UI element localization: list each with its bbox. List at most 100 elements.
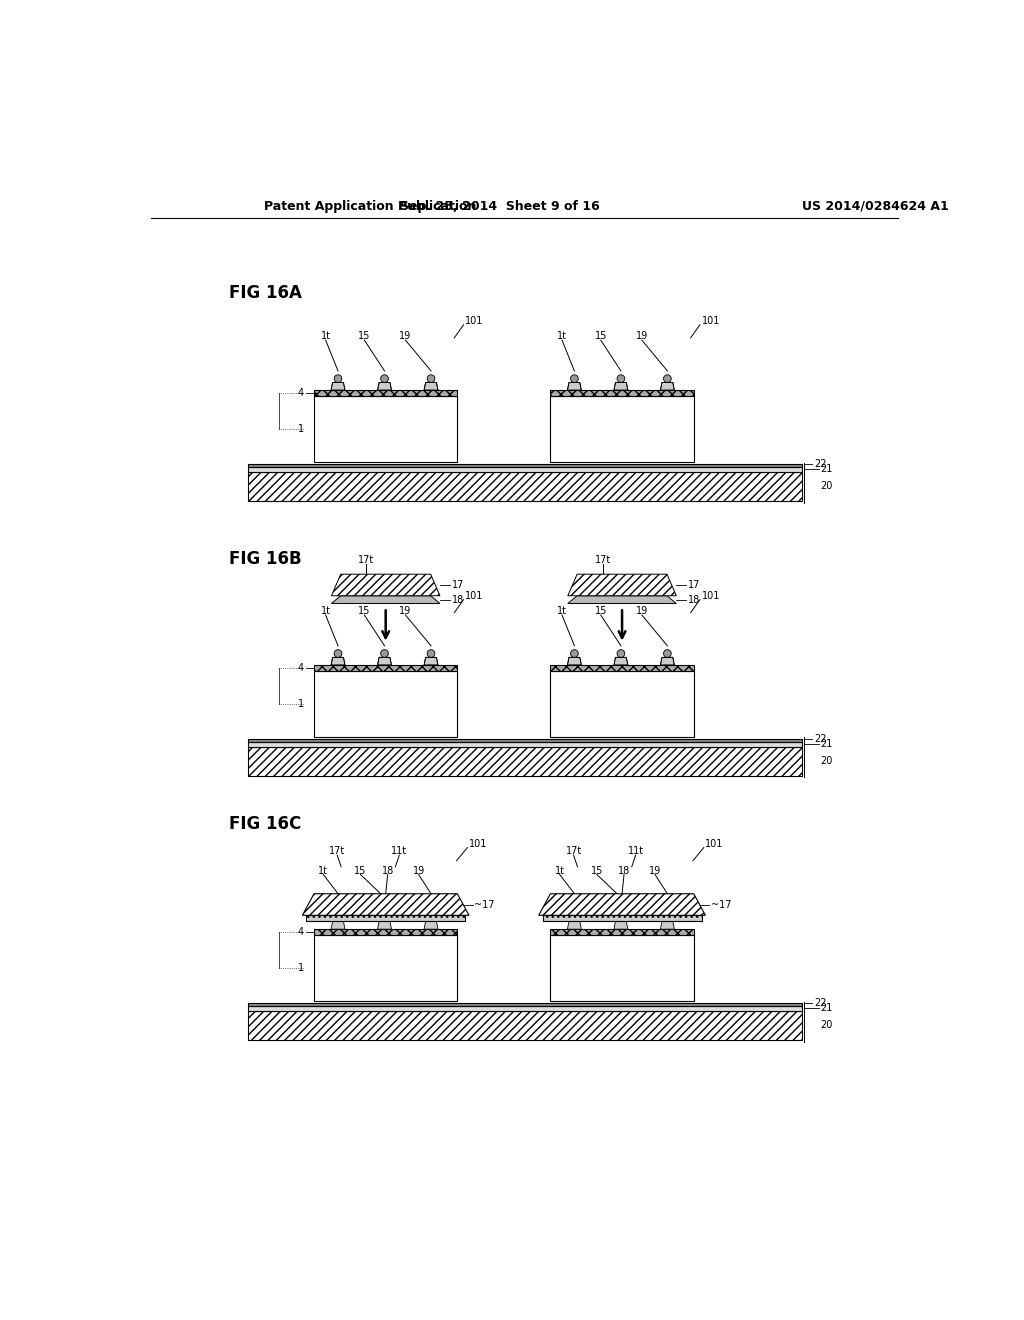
Polygon shape [378, 921, 391, 929]
Text: FIG 16B: FIG 16B [228, 550, 301, 568]
Text: 15: 15 [595, 331, 607, 342]
Bar [543, 915, 701, 921]
Text: 19: 19 [636, 606, 648, 616]
Circle shape [427, 375, 435, 383]
Bar [314, 671, 458, 737]
Text: 101: 101 [706, 838, 724, 849]
Text: 20: 20 [820, 1020, 833, 1031]
Bar [550, 671, 693, 737]
Text: 1t: 1t [557, 331, 567, 342]
Bar [314, 929, 458, 936]
Text: 19: 19 [399, 606, 412, 616]
Circle shape [427, 649, 435, 657]
Polygon shape [567, 657, 582, 665]
Polygon shape [424, 657, 438, 665]
Polygon shape [660, 383, 675, 391]
Bar [550, 665, 693, 671]
Text: 4: 4 [298, 663, 304, 673]
Polygon shape [378, 657, 391, 665]
Text: 11t: 11t [391, 846, 408, 857]
Polygon shape [332, 574, 440, 595]
Text: ~17: ~17 [711, 899, 731, 909]
Text: 15: 15 [591, 866, 603, 875]
Polygon shape [331, 657, 345, 665]
Text: US 2014/0284624 A1: US 2014/0284624 A1 [802, 199, 949, 213]
Bar [550, 391, 693, 396]
Polygon shape [568, 574, 676, 595]
Text: Sep. 25, 2014  Sheet 9 of 16: Sep. 25, 2014 Sheet 9 of 16 [400, 199, 600, 213]
Text: 20: 20 [820, 756, 833, 767]
Polygon shape [614, 383, 628, 391]
Bar [248, 465, 802, 467]
Text: 18: 18 [382, 866, 394, 875]
Polygon shape [302, 894, 469, 915]
Bar [248, 1003, 802, 1006]
Text: 20: 20 [820, 482, 833, 491]
Polygon shape [424, 921, 438, 929]
Bar [248, 742, 802, 747]
Text: 22: 22 [814, 734, 826, 744]
Text: FIG 16A: FIG 16A [228, 284, 302, 302]
Bar [248, 1006, 802, 1011]
Circle shape [570, 375, 579, 383]
Text: 22: 22 [814, 459, 826, 469]
Circle shape [570, 649, 579, 657]
Text: 17t: 17t [329, 846, 345, 857]
Text: 17t: 17t [595, 556, 610, 565]
Text: 4: 4 [298, 388, 304, 399]
Text: 17t: 17t [358, 556, 375, 565]
Text: 1: 1 [298, 964, 304, 973]
Text: 15: 15 [595, 606, 607, 616]
Polygon shape [568, 595, 676, 603]
Circle shape [664, 375, 672, 383]
Text: 1: 1 [298, 700, 304, 709]
Polygon shape [331, 921, 345, 929]
Text: 21: 21 [820, 465, 833, 474]
Text: 1t: 1t [555, 866, 564, 875]
Bar [306, 915, 465, 921]
Text: 15: 15 [358, 606, 371, 616]
Bar [550, 936, 693, 1001]
Text: 101: 101 [469, 838, 487, 849]
Text: 18: 18 [452, 594, 464, 605]
Text: 21: 21 [820, 739, 833, 750]
Text: 18: 18 [688, 594, 700, 605]
Polygon shape [567, 921, 582, 929]
Text: 18: 18 [617, 866, 630, 875]
Polygon shape [332, 595, 440, 603]
Bar [248, 467, 802, 471]
Polygon shape [331, 383, 345, 391]
Bar [248, 747, 802, 776]
Bar [248, 1011, 802, 1040]
Polygon shape [614, 921, 628, 929]
Text: 15: 15 [354, 866, 367, 875]
Circle shape [381, 649, 388, 657]
Text: 1t: 1t [321, 331, 331, 342]
Text: 1: 1 [298, 424, 304, 434]
Polygon shape [424, 383, 438, 391]
Text: 11t: 11t [628, 846, 644, 857]
Text: 17: 17 [688, 579, 700, 590]
Bar [550, 929, 693, 936]
Circle shape [617, 375, 625, 383]
Bar [248, 739, 802, 742]
Text: 19: 19 [413, 866, 425, 875]
Text: 22: 22 [814, 998, 826, 1008]
Text: 1t: 1t [321, 606, 331, 616]
Text: 19: 19 [636, 331, 648, 342]
Circle shape [334, 649, 342, 657]
Text: 17: 17 [452, 579, 464, 590]
Text: 1t: 1t [557, 606, 567, 616]
Polygon shape [378, 383, 391, 391]
Text: 101: 101 [701, 315, 720, 326]
Text: 15: 15 [358, 331, 371, 342]
Text: 1t: 1t [318, 866, 329, 875]
Text: 101: 101 [701, 591, 720, 601]
Text: ~17: ~17 [474, 899, 495, 909]
Polygon shape [660, 657, 675, 665]
Bar [314, 396, 458, 462]
Text: 19: 19 [399, 331, 412, 342]
Bar [248, 471, 802, 502]
Text: Patent Application Publication: Patent Application Publication [263, 199, 476, 213]
Text: FIG 16C: FIG 16C [228, 816, 301, 833]
